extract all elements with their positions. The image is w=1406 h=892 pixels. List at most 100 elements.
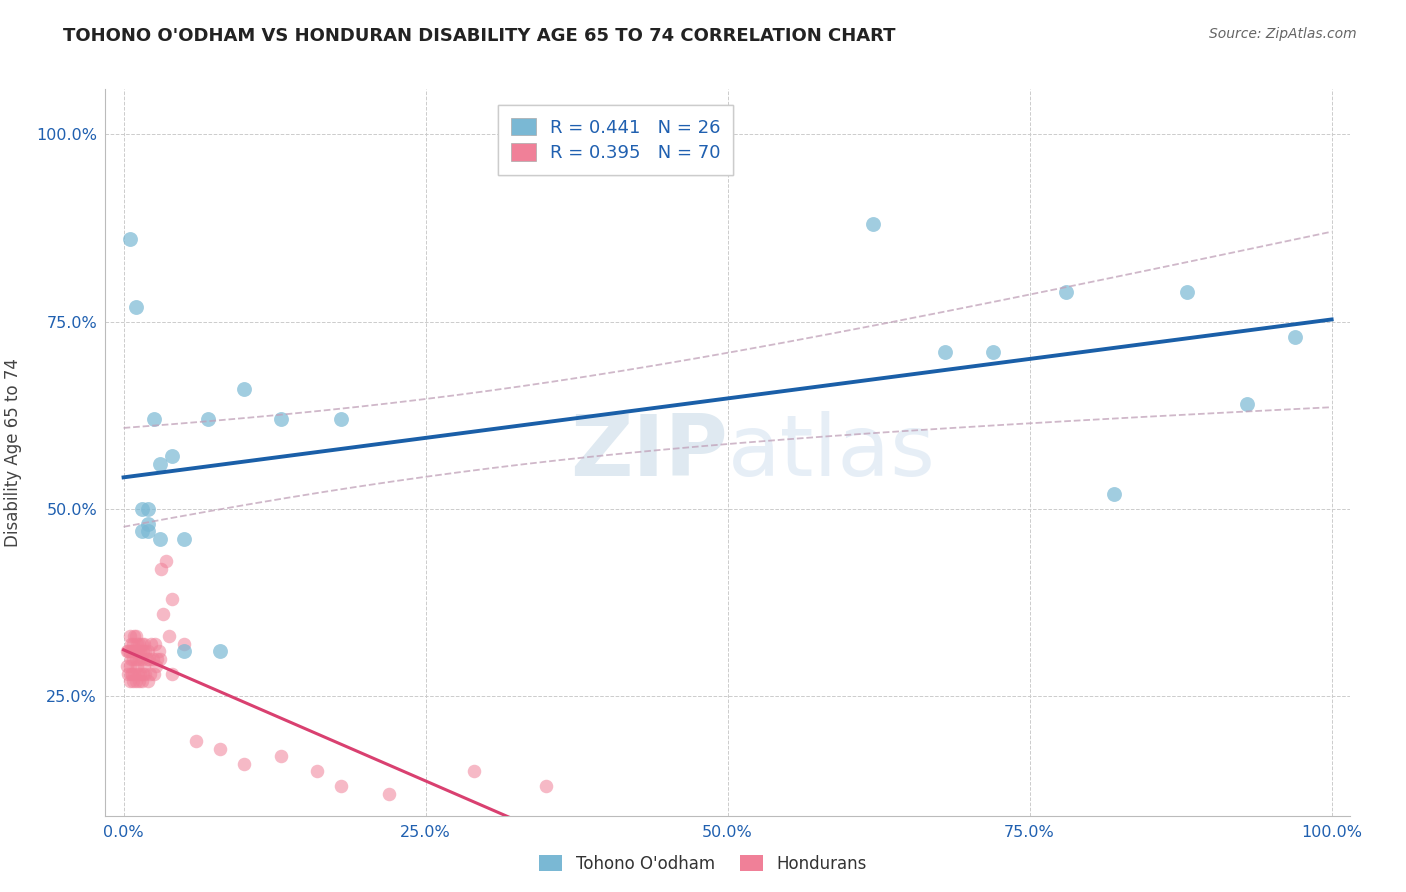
Text: ZIP: ZIP bbox=[569, 411, 728, 494]
Point bbox=[134, 644, 156, 658]
Point bbox=[142, 666, 165, 681]
Text: Source: ZipAtlas.com: Source: ZipAtlas.com bbox=[1209, 27, 1357, 41]
Point bbox=[132, 659, 155, 673]
Point bbox=[159, 629, 181, 643]
Point bbox=[536, 779, 558, 793]
Point bbox=[124, 644, 146, 658]
Point bbox=[118, 644, 141, 658]
Point bbox=[149, 532, 172, 546]
Point bbox=[117, 644, 139, 658]
Point bbox=[270, 412, 292, 426]
Y-axis label: Disability Age 65 to 74: Disability Age 65 to 74 bbox=[4, 359, 22, 547]
Point bbox=[152, 607, 174, 621]
Point bbox=[131, 674, 153, 689]
Point bbox=[124, 674, 146, 689]
Point bbox=[330, 412, 353, 426]
Point bbox=[124, 644, 146, 658]
Point bbox=[135, 652, 157, 666]
Point bbox=[155, 554, 177, 568]
Point bbox=[173, 532, 195, 546]
Text: atlas: atlas bbox=[728, 411, 935, 494]
Point bbox=[136, 524, 159, 539]
Point bbox=[132, 637, 155, 651]
Point bbox=[115, 659, 138, 673]
Point bbox=[463, 764, 485, 779]
Point bbox=[132, 666, 155, 681]
Point bbox=[149, 652, 172, 666]
Point bbox=[160, 450, 183, 464]
Point bbox=[1284, 329, 1306, 343]
Point bbox=[120, 666, 142, 681]
Point bbox=[138, 652, 160, 666]
Point bbox=[122, 637, 145, 651]
Point bbox=[141, 637, 163, 651]
Point bbox=[118, 659, 141, 673]
Point bbox=[934, 344, 956, 359]
Point bbox=[136, 674, 159, 689]
Point bbox=[233, 756, 256, 771]
Point bbox=[146, 652, 169, 666]
Point bbox=[184, 734, 207, 748]
Point bbox=[149, 457, 172, 471]
Point bbox=[118, 674, 141, 689]
Point bbox=[139, 666, 162, 681]
Point bbox=[148, 644, 170, 658]
Point bbox=[121, 644, 143, 658]
Point bbox=[150, 562, 173, 576]
Point bbox=[1102, 487, 1125, 501]
Point bbox=[117, 666, 139, 681]
Point bbox=[378, 787, 401, 801]
Point bbox=[136, 644, 159, 658]
Point bbox=[124, 300, 146, 314]
Point bbox=[118, 629, 141, 643]
Point bbox=[124, 666, 146, 681]
Point bbox=[115, 644, 138, 658]
Point bbox=[160, 591, 183, 606]
Point bbox=[125, 637, 148, 651]
Point bbox=[160, 666, 183, 681]
Point bbox=[129, 666, 152, 681]
Point bbox=[118, 232, 141, 246]
Point bbox=[125, 659, 148, 673]
Point bbox=[122, 674, 145, 689]
Point bbox=[124, 629, 146, 643]
Point bbox=[120, 652, 142, 666]
Point bbox=[127, 644, 149, 658]
Point bbox=[132, 644, 155, 658]
Point bbox=[124, 629, 146, 643]
Point bbox=[128, 637, 150, 651]
Point bbox=[330, 779, 353, 793]
Legend: R = 0.441   N = 26, R = 0.395   N = 70: R = 0.441 N = 26, R = 0.395 N = 70 bbox=[498, 105, 734, 175]
Point bbox=[1175, 285, 1198, 299]
Point bbox=[131, 637, 153, 651]
Point bbox=[145, 659, 167, 673]
Point bbox=[131, 652, 153, 666]
Point bbox=[129, 644, 152, 658]
Point bbox=[305, 764, 328, 779]
Point bbox=[862, 217, 884, 231]
Point bbox=[124, 652, 146, 666]
Point bbox=[131, 524, 153, 539]
Point bbox=[142, 412, 165, 426]
Point bbox=[1054, 285, 1077, 299]
Point bbox=[209, 741, 232, 756]
Text: TOHONO O'ODHAM VS HONDURAN DISABILITY AGE 65 TO 74 CORRELATION CHART: TOHONO O'ODHAM VS HONDURAN DISABILITY AG… bbox=[63, 27, 896, 45]
Point bbox=[233, 382, 256, 396]
Point bbox=[197, 412, 219, 426]
Point bbox=[143, 637, 166, 651]
Point bbox=[142, 652, 165, 666]
Point bbox=[127, 666, 149, 681]
Point bbox=[134, 666, 156, 681]
Point bbox=[270, 749, 292, 764]
Point bbox=[136, 502, 159, 516]
Point bbox=[122, 652, 145, 666]
Point bbox=[173, 644, 195, 658]
Point bbox=[1236, 397, 1258, 411]
Point bbox=[120, 637, 142, 651]
Point bbox=[983, 344, 1005, 359]
Point bbox=[128, 652, 150, 666]
Point bbox=[131, 502, 153, 516]
Point bbox=[128, 674, 150, 689]
Point bbox=[173, 637, 195, 651]
Legend: Tohono O'odham, Hondurans: Tohono O'odham, Hondurans bbox=[533, 848, 873, 880]
